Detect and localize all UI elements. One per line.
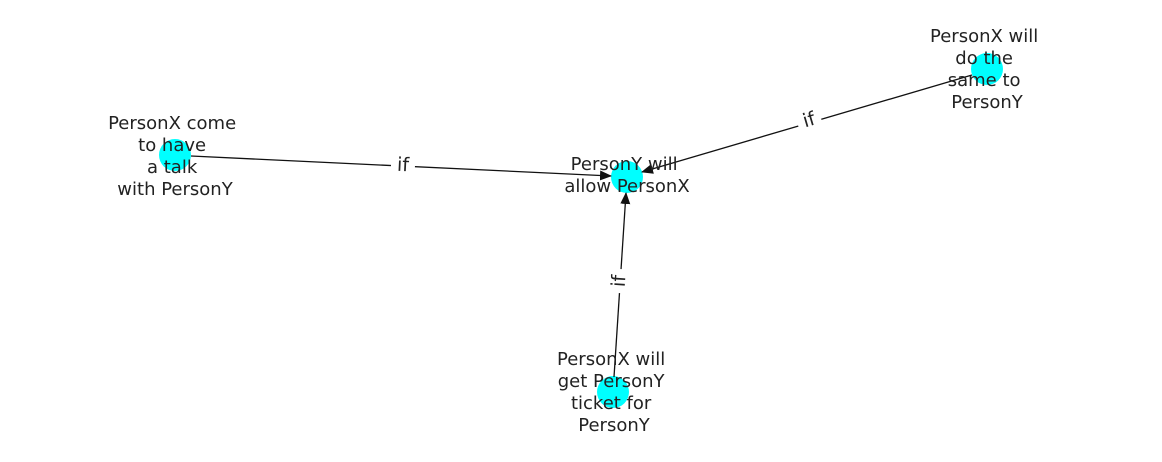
node-top-right-label: PersonX will do the same to PersonY <box>930 26 1044 113</box>
edges-layer <box>190 74 973 378</box>
node-center-label: PersonY will allow PersonX <box>564 154 689 197</box>
node-left-label: PersonX come to have a talk with PersonY <box>108 113 242 200</box>
node-labels-layer: PersonY will allow PersonX PersonX come … <box>108 26 1044 436</box>
edge-labels-layer: if if if <box>390 105 824 294</box>
edge-label-bottom: if <box>608 273 631 288</box>
node-bottom-label: PersonX will get PersonY ticket for Pers… <box>557 349 671 436</box>
nodes-layer <box>159 53 1003 408</box>
node-left-circle[interactable] <box>159 139 191 171</box>
node-top-right-circle[interactable] <box>971 53 1003 85</box>
node-bottom-circle[interactable] <box>597 376 629 408</box>
edge-label-left: if <box>397 154 411 177</box>
node-center-circle[interactable] <box>611 161 643 193</box>
